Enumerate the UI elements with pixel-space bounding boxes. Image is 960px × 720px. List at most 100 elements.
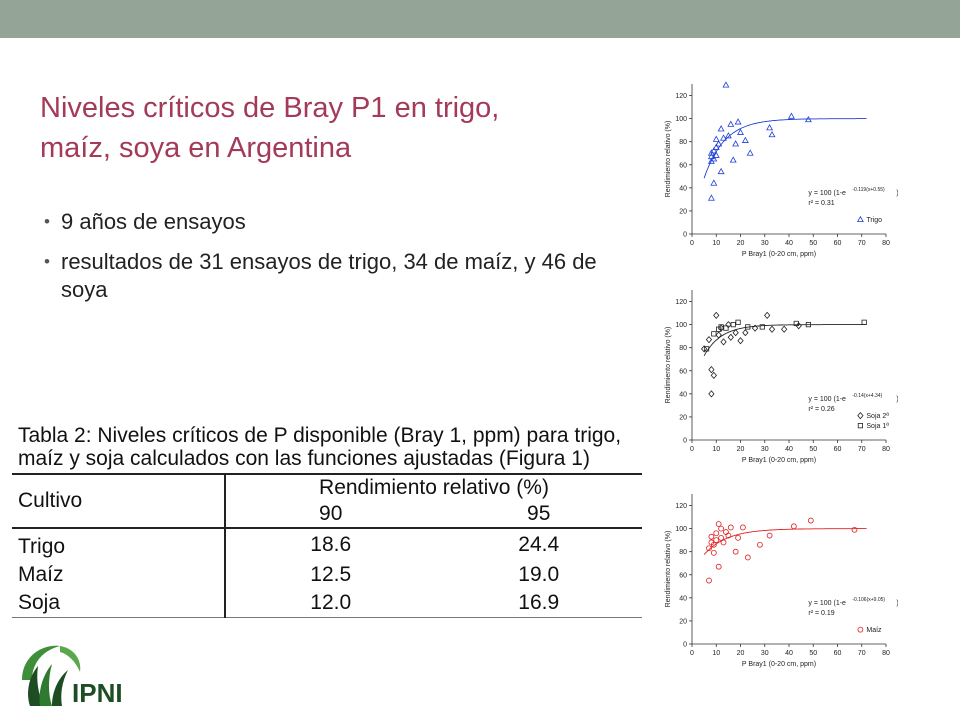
bullet-item: resultados de 31 ensayos de trigo, 34 de… [44, 248, 604, 304]
x-tick-label: 60 [834, 650, 842, 657]
cell-90: 12.5 [310, 563, 352, 587]
data-point [706, 577, 712, 584]
r-squared: r² = 0.26 [808, 406, 834, 413]
data-point [710, 371, 717, 379]
data-point [712, 151, 720, 158]
data-point [718, 534, 724, 541]
maiz-chart: 0 20 40 60 80 100 120 0 10 20 30 40 50 60 70 80 P Bray1 … [665, 494, 898, 668]
fit-curve [703, 528, 867, 555]
y-tick-label: 40 [679, 391, 687, 398]
data-point [708, 366, 715, 374]
fit-exponent: -0.119(x+0.55) [852, 187, 885, 193]
data-point [751, 324, 759, 332]
data-point [807, 517, 814, 524]
legend-label: Soja 2ª [866, 413, 889, 420]
y-tick-label: 0 [683, 438, 687, 445]
x-tick-label: 60 [834, 446, 842, 453]
y-tick-label: 20 [679, 618, 687, 625]
column-header-cultivo: Cultivo [12, 474, 226, 529]
data-point [795, 322, 802, 330]
x-tick-label: 0 [690, 650, 694, 657]
data-point [712, 143, 720, 150]
data-point [707, 152, 715, 160]
y-tick-label: 120 [675, 93, 687, 100]
y-tick-label: 80 [679, 345, 687, 352]
data-point [768, 130, 776, 138]
fit-exponent: -0.106(x+9.05) [852, 597, 885, 603]
column-header-90: 90 [225, 501, 436, 529]
r-squared: r² = 0.19 [808, 610, 834, 617]
y-tick-label: 80 [679, 549, 687, 556]
data-point [732, 140, 740, 147]
data-point [740, 524, 746, 531]
data-point [715, 140, 723, 147]
data-point [710, 549, 717, 556]
data-point [713, 311, 720, 319]
data-point [729, 156, 737, 163]
data-point [730, 322, 736, 328]
r-squared: r² = 0.31 [808, 200, 834, 207]
y-tick-label: 100 [675, 526, 687, 533]
x-axis-label: P Bray1 (0-20 cm, ppm) [742, 457, 816, 464]
legend-label: Soja 1ª [866, 423, 889, 430]
data-point [715, 563, 722, 570]
data-point [735, 534, 741, 541]
cell-cultivo: Trigo [12, 528, 226, 562]
data-point [745, 324, 751, 330]
fit-equation-close: ) [896, 396, 898, 403]
x-tick-label: 40 [785, 446, 793, 453]
x-tick-label: 50 [809, 240, 817, 247]
data-point [725, 532, 732, 539]
top-bar [0, 0, 960, 38]
x-tick-label: 30 [761, 240, 769, 247]
data-point [710, 147, 718, 154]
data-point [793, 320, 799, 327]
data-point [720, 338, 727, 346]
x-tick-label: 30 [761, 650, 769, 657]
y-tick-label: 20 [679, 208, 687, 215]
data-point [713, 530, 720, 537]
data-point [720, 134, 728, 141]
fit-equation: y = 100 (1-e [808, 600, 846, 607]
x-tick-label: 0 [690, 446, 694, 453]
column-header-95: 95 [435, 501, 642, 529]
x-tick-label: 0 [690, 240, 694, 247]
table-caption-line: Tabla 2: Niveles críticos de P disponibl… [18, 424, 622, 447]
x-tick-label: 80 [882, 240, 890, 247]
y-tick-label: 60 [679, 368, 687, 375]
critical-levels-table: Tabla 2: Niveles críticos de P disponibl… [12, 418, 642, 619]
data-point [766, 532, 773, 539]
table-caption-row: Tabla 2: Niveles críticos de P disponibl… [12, 418, 642, 475]
data-point [705, 336, 713, 344]
x-tick-label: 40 [785, 650, 793, 657]
ipni-logo-mark: IPNI [22, 645, 123, 708]
x-tick-label: 60 [834, 240, 842, 247]
y-tick-label: 60 [679, 162, 687, 169]
cell-90: 18.6 [310, 533, 352, 557]
x-axis-label: P Bray1 (0-20 cm, ppm) [742, 251, 816, 258]
x-tick-label: 70 [858, 650, 866, 657]
cell-95: 24.4 [518, 533, 560, 557]
data-point [722, 81, 730, 88]
data-point [707, 194, 715, 201]
table-subheader-row: 90 95 [12, 501, 642, 529]
data-point [805, 322, 811, 328]
table-row: Trigo 18.6 24.4 [12, 528, 642, 562]
fit-equation-close: ) [896, 600, 898, 607]
y-axis-label: Rendimiento relativo (%) [665, 327, 672, 404]
data-point [735, 319, 741, 325]
data-point [718, 525, 724, 532]
fit-exponent: -0.14(x+4.34) [852, 393, 882, 399]
cell-95: 16.9 [435, 589, 642, 619]
table-row: Soja 12.0 16.9 [12, 589, 642, 619]
data-point [737, 128, 744, 135]
x-tick-label: 10 [712, 446, 720, 453]
y-tick-label: 100 [675, 116, 687, 123]
y-tick-label: 40 [679, 595, 687, 602]
x-tick-label: 20 [737, 240, 745, 247]
slide-title: Niveles críticos de Bray P1 en trigo, ma… [40, 92, 500, 164]
fit-equation-close: ) [896, 190, 898, 197]
data-point [711, 331, 717, 337]
x-tick-label: 20 [737, 446, 745, 453]
data-point [766, 124, 774, 131]
